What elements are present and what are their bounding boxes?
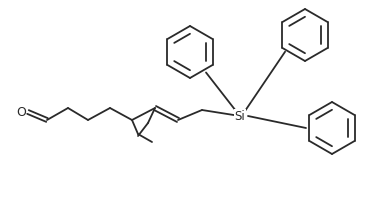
Text: O: O <box>16 106 26 118</box>
Text: Si: Si <box>235 109 245 123</box>
